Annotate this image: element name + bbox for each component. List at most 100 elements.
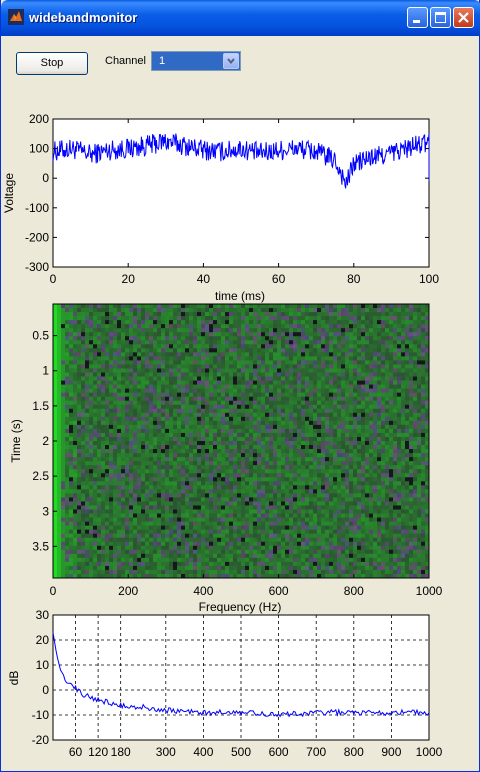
spectrogram-cell: [405, 465, 410, 470]
spectrogram-cell: [157, 376, 162, 381]
spectrogram-cell: [409, 441, 414, 446]
spectrogram-cell: [233, 340, 238, 345]
spectrogram-cell: [289, 424, 294, 430]
spectrogram-cell: [317, 332, 322, 337]
spectrogram-cell: [381, 360, 386, 365]
spectrogram-cell: [165, 465, 170, 470]
spectrogram-cell: [313, 368, 318, 373]
spectrogram-cell: [173, 396, 178, 402]
close-button[interactable]: [453, 7, 474, 28]
spectrogram-cell: [217, 420, 222, 426]
spectrogram-cell: [257, 416, 262, 422]
spectrogram-cell: [221, 348, 226, 353]
spectrogram-cell: [297, 308, 302, 313]
spectrogram-cell: [273, 392, 278, 398]
spectrogram-cell: [101, 501, 106, 506]
spectrogram-cell: [113, 380, 118, 385]
spectrogram-cell: [249, 316, 254, 321]
spectrogram-cell: [185, 340, 190, 345]
spectrogram-cell: [65, 485, 70, 490]
spectrogram-cell: [269, 441, 274, 446]
spectrogram-cell: [145, 364, 150, 369]
spectrogram-cell: [301, 388, 306, 394]
spectrogram-cell: [333, 328, 338, 333]
spectrogram-cell: [177, 493, 182, 498]
spectrogram-cell: [425, 308, 430, 313]
spectrogram-cell: [317, 352, 322, 357]
spectrogram-cell: [177, 441, 182, 446]
maximize-button[interactable]: [430, 7, 451, 28]
spectrogram-cell: [261, 493, 266, 498]
spectrogram-cell: [341, 352, 346, 357]
spectrogram-cell: [377, 420, 382, 426]
spectrogram-cell: [305, 356, 310, 361]
spectrogram-cell: [381, 477, 386, 482]
spectrogram-cell: [389, 320, 394, 325]
spectrogram-cell: [173, 505, 178, 510]
channel-select[interactable]: 1: [151, 51, 241, 71]
spectrogram-cell: [305, 428, 310, 434]
stop-button[interactable]: Stop: [16, 52, 88, 75]
spectrogram-cell: [141, 328, 146, 333]
spectrogram-cell: [337, 348, 342, 353]
spectrogram-cell: [245, 501, 250, 506]
spectrogram-cell: [377, 424, 382, 430]
spectrogram-cell: [201, 356, 206, 361]
spectrogram-cell: [393, 312, 398, 317]
spectrogram-cell: [193, 424, 198, 430]
spectrogram-cell: [253, 416, 258, 422]
spectrogram-cell: [349, 465, 354, 470]
spectrogram-cell: [65, 340, 70, 345]
spectrogram-cell: [297, 392, 302, 398]
spectrogram-cell: [105, 372, 110, 377]
spectrogram-cell: [77, 316, 82, 321]
spectrogram-cell: [133, 477, 138, 482]
spectrogram-cell: [221, 465, 226, 470]
spectrogram-cell: [93, 404, 98, 410]
spectrogram-cell: [193, 308, 198, 313]
spectrogram-cell: [321, 477, 326, 482]
spectrogram-cell: [181, 465, 186, 470]
spectrogram-cell: [313, 332, 318, 337]
spectrogram-cell: [345, 477, 350, 482]
spectrogram-cell: [141, 332, 146, 337]
spectrogram-cell: [209, 513, 214, 518]
spectrogram-cell: [349, 432, 354, 438]
spectrogram-cell: [385, 328, 390, 333]
spectrogram-cell: [141, 412, 146, 418]
spectrogram-cell: [357, 380, 362, 385]
title-bar[interactable]: widebandmonitor: [1, 0, 480, 36]
spectrogram-cell: [353, 364, 358, 369]
spectrogram-cell: [201, 445, 206, 450]
spectrogram-cell: [369, 469, 374, 474]
spectrogram-cell: [397, 461, 402, 466]
spectrogram-cell: [357, 465, 362, 470]
channel-dropdown-arrow[interactable]: [223, 53, 239, 69]
spectrogram-cell: [241, 364, 246, 369]
minimize-button[interactable]: [407, 7, 428, 28]
spectrogram-cell: [81, 332, 86, 337]
spectrogram-cell: [325, 404, 330, 410]
spectrogram-cell: [125, 441, 130, 446]
spectrogram-cell: [57, 336, 62, 341]
spectrogram-cell: [293, 352, 298, 357]
spectrogram-cell: [405, 320, 410, 325]
spectrogram-cell: [325, 392, 330, 398]
spectrogram-cell: [273, 441, 278, 446]
spectrogram-cell: [113, 368, 118, 373]
spectrogram-cell: [81, 376, 86, 381]
spectrogram-cell: [229, 432, 234, 438]
spectrogram-cell: [93, 481, 98, 486]
spectrogram-cell: [385, 469, 390, 474]
spectrogram-cell: [221, 416, 226, 422]
spectrogram-cell: [89, 505, 94, 510]
spectrogram-cell: [425, 372, 430, 377]
spectrogram-cell: [401, 489, 406, 494]
spectrogram-cell: [297, 432, 302, 438]
spectrogram-cell: [417, 352, 422, 357]
spectrogram-cell: [341, 469, 346, 474]
spectrogram-cell: [137, 457, 142, 462]
spectrogram-cell: [413, 368, 418, 373]
spectrogram-cell: [221, 336, 226, 341]
